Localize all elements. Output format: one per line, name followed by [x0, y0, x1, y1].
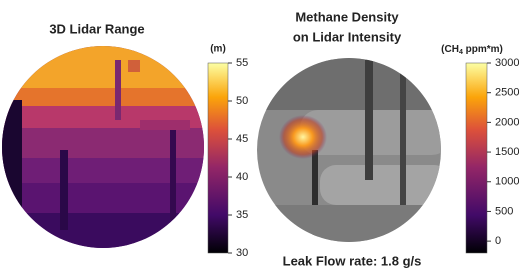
caption: Leak Flow rate: 1.8 g/s	[283, 253, 422, 268]
tick-label: 0	[495, 235, 501, 247]
colorbar-unit: (CH4 ppm*m)	[441, 44, 503, 56]
colorbar	[466, 63, 487, 253]
tick-label: 2000	[495, 116, 519, 128]
colorbar-unit: (m)	[210, 44, 226, 55]
unit-part: (CH	[441, 44, 459, 55]
panel-title: 3D Lidar Range	[49, 21, 144, 36]
tick-label: 30	[236, 247, 248, 259]
panel-title: Methane Density	[295, 9, 399, 24]
colorbar	[208, 63, 228, 253]
panel-title: on Lidar Intensity	[293, 29, 402, 44]
tick-label: 55	[236, 57, 248, 69]
tick-label: 2500	[495, 87, 519, 99]
unit-part: ppm*m)	[463, 44, 503, 55]
tick-label: 50	[236, 95, 248, 107]
tick-label: 500	[495, 205, 513, 217]
tick-label: 40	[236, 171, 248, 183]
figure: 3D Lidar Range Methane Density on Lidar …	[0, 0, 519, 270]
tick-label: 45	[236, 133, 248, 145]
methane-image	[250, 50, 450, 250]
tick-label: 1000	[495, 176, 519, 188]
lidar-range-image	[0, 40, 210, 260]
tick-label: 1500	[495, 146, 519, 158]
tick-label: 35	[236, 209, 248, 221]
tick-label: 3000	[495, 57, 519, 69]
